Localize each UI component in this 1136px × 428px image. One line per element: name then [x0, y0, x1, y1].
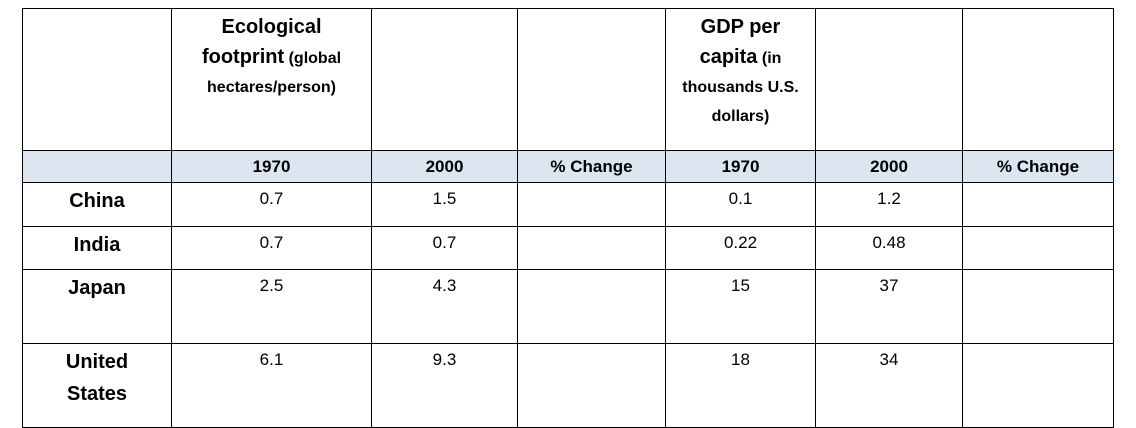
row-label: India [73, 234, 121, 256]
cell [962, 269, 1114, 344]
value-cell: 6.1 [171, 343, 372, 428]
value-cell: 9.3 [371, 343, 518, 428]
value-cell: 1.2 [815, 182, 963, 227]
cell [962, 8, 1114, 151]
row-label: United States [65, 351, 129, 405]
cell [517, 182, 666, 227]
data-row: India 0.7 0.7 0.22 0.48 [22, 226, 1114, 270]
value-cell: 15 [665, 269, 816, 344]
subheader-cell: 1970 [171, 150, 372, 183]
subheader-cell: 1970 [665, 150, 816, 183]
data-row: United States 6.1 9.3 18 34 [22, 343, 1114, 428]
data-row: Japan 2.5 4.3 15 37 [22, 269, 1114, 344]
cell [517, 269, 666, 344]
cell [962, 226, 1114, 270]
cell [517, 226, 666, 270]
value-cell: 0.7 [171, 226, 372, 270]
subheader-cell: 2000 [815, 150, 963, 183]
row-label-cell: India [22, 226, 172, 270]
cell [815, 8, 963, 151]
cell [517, 8, 666, 151]
value-cell: 0.7 [171, 182, 372, 227]
subheader-cell: % Change [517, 150, 666, 183]
value-cell: 34 [815, 343, 963, 428]
header-main: GDP per capita [699, 16, 781, 68]
cell [22, 8, 172, 151]
header-sub: (in thousands U.S. dollars) [682, 50, 799, 125]
value-cell: 0.1 [665, 182, 816, 227]
header-sub: (global hectares/person) [207, 50, 342, 96]
row-label: China [69, 190, 125, 212]
header-cell: Ecological footprint (global hectares/pe… [171, 8, 372, 151]
data-row: China 0.7 1.5 0.1 1.2 [22, 182, 1114, 227]
subheader-cell: 2000 [371, 150, 518, 183]
row-label: Japan [68, 277, 126, 299]
cell [371, 8, 518, 151]
data-table: Ecological footprint (global hectares/pe… [22, 8, 1114, 428]
header-cell: GDP per capita (in thousands U.S. dollar… [665, 8, 816, 151]
value-cell: 1.5 [371, 182, 518, 227]
row-label-cell: Japan [22, 269, 172, 344]
value-cell: 18 [665, 343, 816, 428]
header-main: Ecological footprint [201, 16, 322, 68]
value-cell: 2.5 [171, 269, 372, 344]
cell [962, 182, 1114, 227]
value-cell: 4.3 [371, 269, 518, 344]
header-row: Ecological footprint (global hectares/pe… [22, 8, 1114, 151]
subheader-cell: % Change [962, 150, 1114, 183]
row-label-cell: United States [22, 343, 172, 428]
cell [22, 150, 172, 183]
cell [517, 343, 666, 428]
cell [962, 343, 1114, 428]
subheader-row: 1970 2000 % Change 1970 2000 % Change [22, 150, 1114, 183]
row-label-cell: China [22, 182, 172, 227]
value-cell: 0.48 [815, 226, 963, 270]
value-cell: 0.7 [371, 226, 518, 270]
value-cell: 0.22 [665, 226, 816, 270]
value-cell: 37 [815, 269, 963, 344]
